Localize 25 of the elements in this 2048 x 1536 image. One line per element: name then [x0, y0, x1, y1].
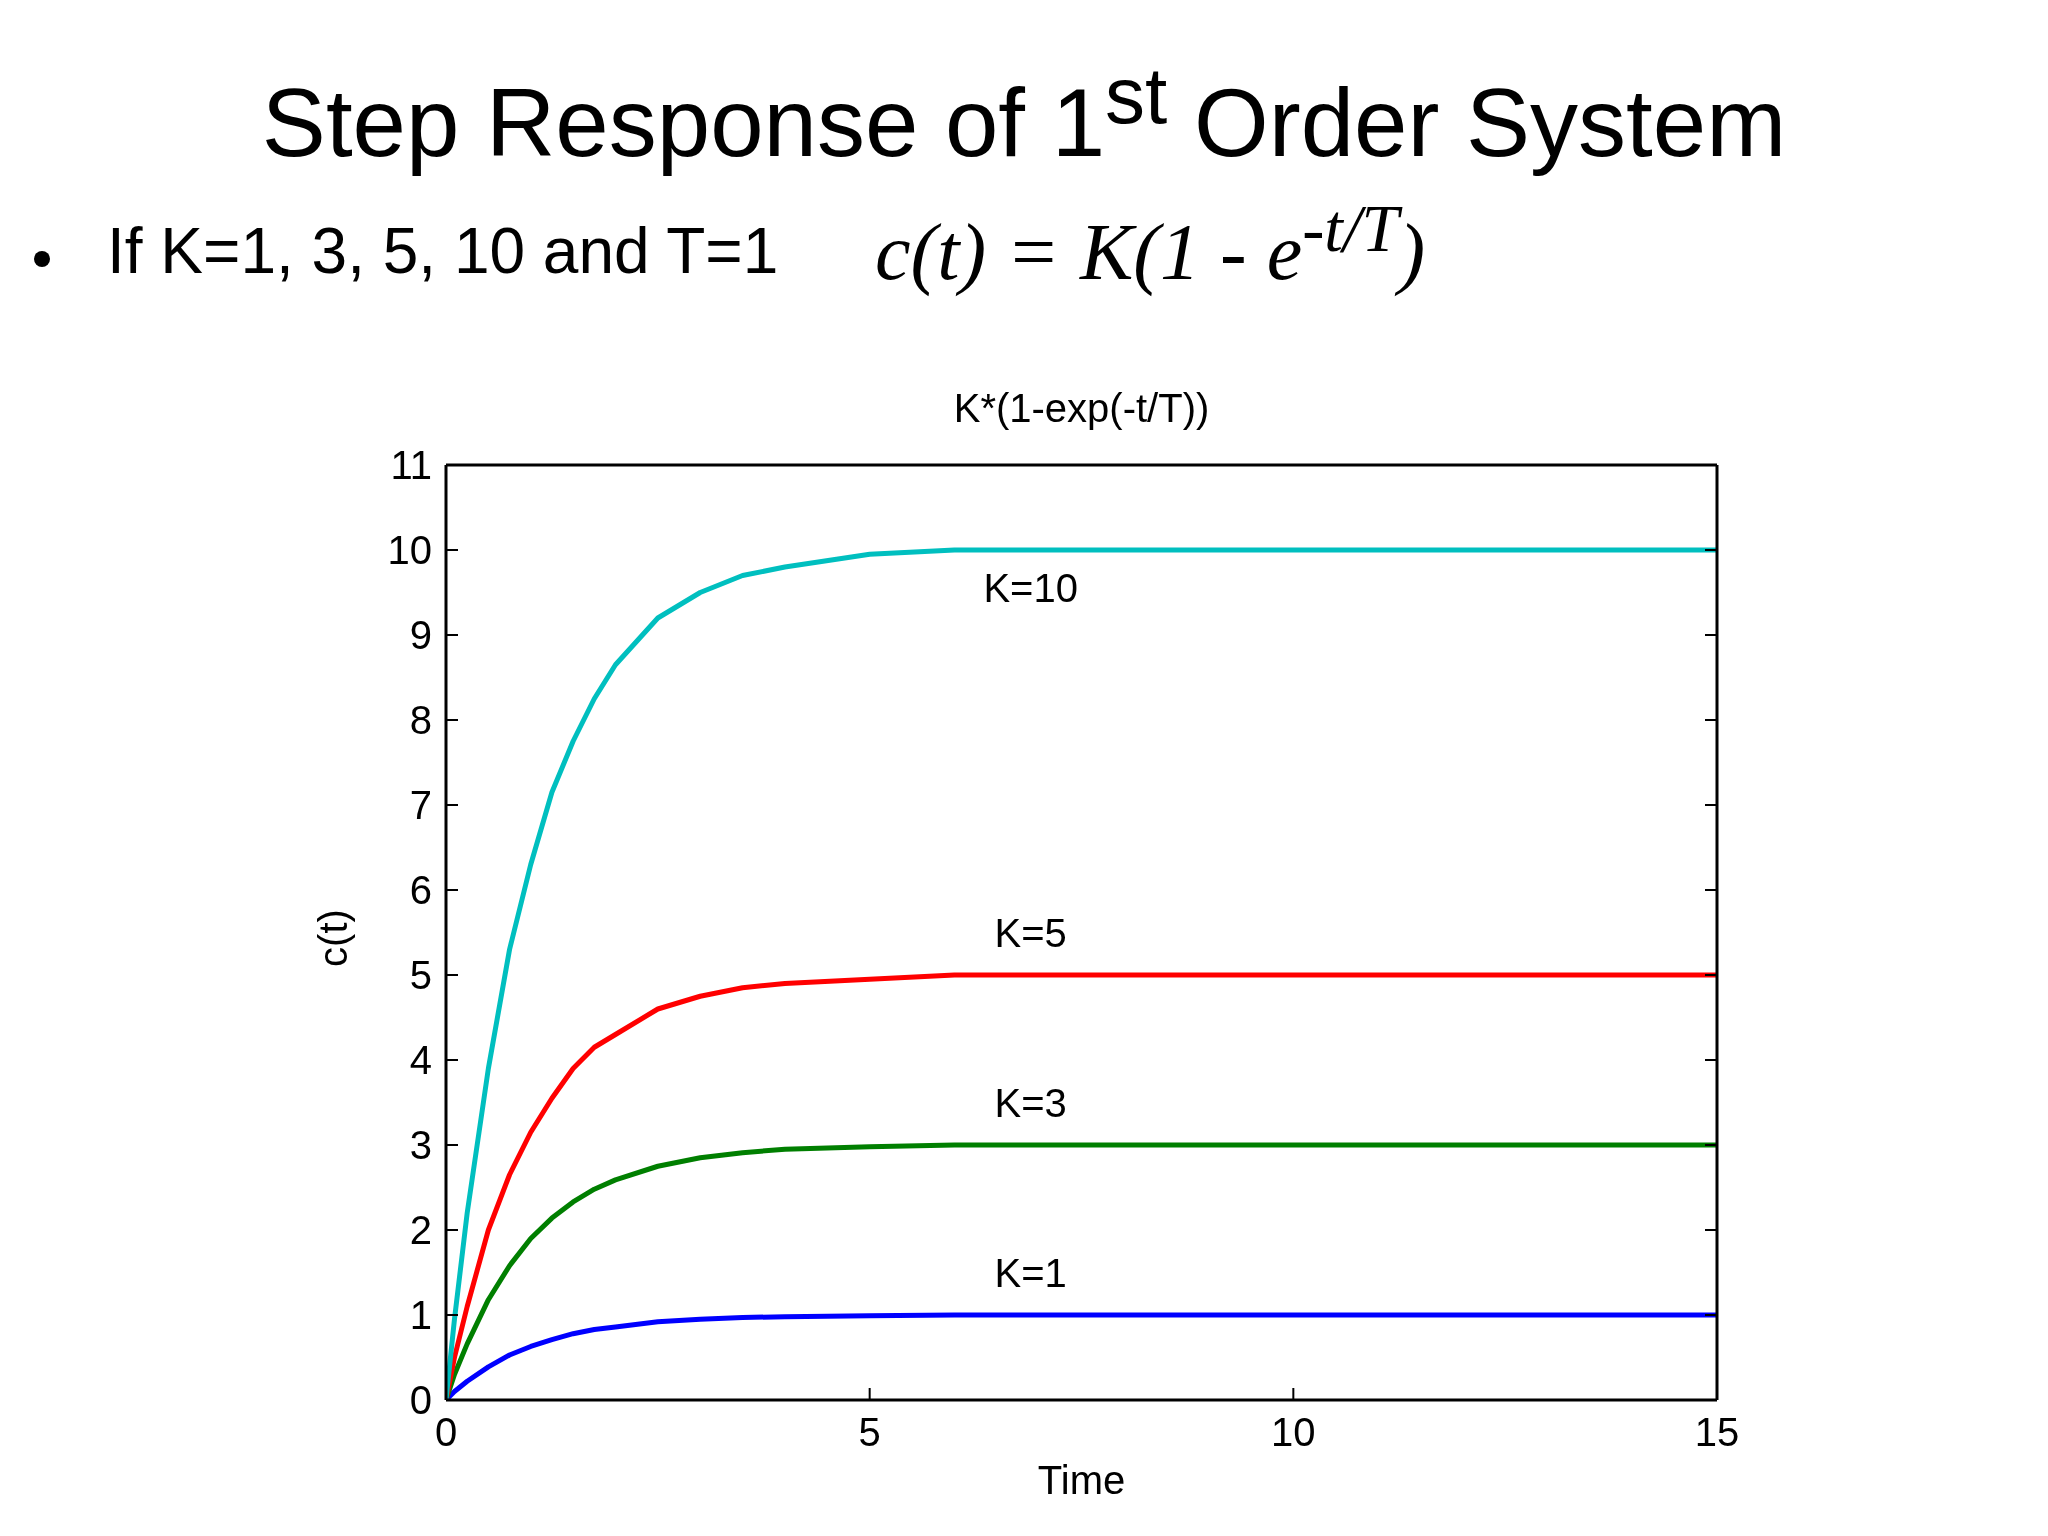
- y-tick-label: 4: [409, 1038, 432, 1083]
- y-tick-label: 1: [409, 1293, 432, 1338]
- chart-subtitle: K*(1-exp(-t/T)): [952, 386, 1211, 430]
- y-tick-label: 9: [409, 613, 432, 658]
- y-axis-title: c(t): [311, 909, 355, 967]
- y-tick-label: 2: [409, 1208, 432, 1253]
- series-label: K=10: [983, 566, 1078, 611]
- series-label: K=1: [994, 1251, 1067, 1296]
- text: c(t) = K(1 - e$^{-t/T}$): [875, 192, 1426, 296]
- y-tick-label: 7: [409, 783, 432, 828]
- y-tick-label: 11: [390, 443, 432, 488]
- chart-title: Step Response of 1$^{st}$ Order System: [260, 51, 1788, 176]
- y-tick-label: 3: [409, 1123, 432, 1168]
- y-tick-label: 0: [409, 1378, 432, 1423]
- x-axis-title: Time: [1036, 1458, 1127, 1502]
- y-tick-label: 5: [409, 953, 432, 998]
- y-tick-label: 10: [387, 528, 432, 573]
- x-tick-label: 15: [1694, 1410, 1740, 1454]
- y-tick-label: 6: [409, 868, 432, 913]
- x-tick-label: 5: [858, 1410, 881, 1454]
- y-tick-label: 8: [409, 698, 432, 743]
- x-tick-label: 10: [1271, 1410, 1316, 1454]
- series-label: K=5: [994, 911, 1067, 956]
- series-label: K=3: [994, 1081, 1067, 1126]
- text: If K=1, 3, 5, 10 and T=1: [107, 215, 779, 287]
